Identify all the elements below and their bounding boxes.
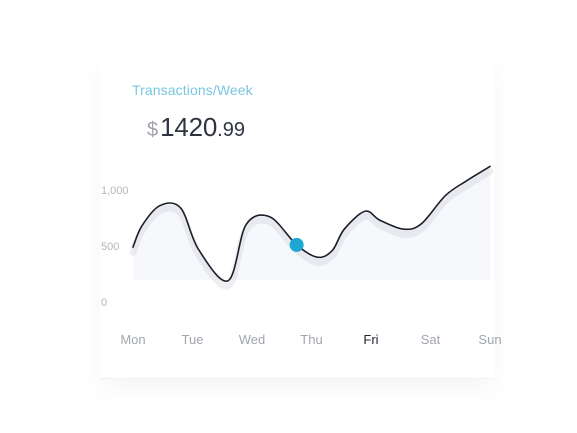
amount-cents: 99 [222, 119, 245, 141]
x-tick-label-tue[interactable]: Tue [182, 332, 204, 347]
x-tick-label-mon[interactable]: Mon [120, 332, 145, 347]
y-tick-label: 0 [101, 297, 107, 309]
amount-dot: . [217, 119, 223, 141]
x-axis-labels: Mon Tue Wed Thu Fri Sat Sun [120, 332, 501, 347]
series-line [132, 165, 491, 282]
x-tick-label-fri[interactable]: Fri [363, 332, 378, 347]
x-tick-label-sun[interactable]: Sun [478, 332, 501, 347]
weekly-amount: $ 1420 . 99 [147, 112, 245, 143]
series-line-shadow [129, 167, 494, 290]
area-layer [133, 166, 490, 282]
y-axis-labels: 0 500 1,000 [101, 185, 129, 309]
x-tick-label-thu[interactable]: Thu [300, 332, 322, 347]
x-tick-label-wed[interactable]: Wed [239, 332, 266, 347]
amount-whole: 1420 [160, 112, 218, 142]
marker-layer [289, 237, 304, 252]
highlight-point[interactable] [289, 237, 304, 252]
y-tick-label: 1,000 [101, 185, 129, 197]
series-area [133, 166, 490, 282]
x-tick-label-sat[interactable]: Sat [421, 332, 441, 347]
chart-title: Transactions/Week [132, 82, 253, 98]
y-tick-label: 500 [101, 241, 119, 253]
currency-symbol: $ [147, 119, 159, 141]
line-layer [129, 165, 494, 290]
